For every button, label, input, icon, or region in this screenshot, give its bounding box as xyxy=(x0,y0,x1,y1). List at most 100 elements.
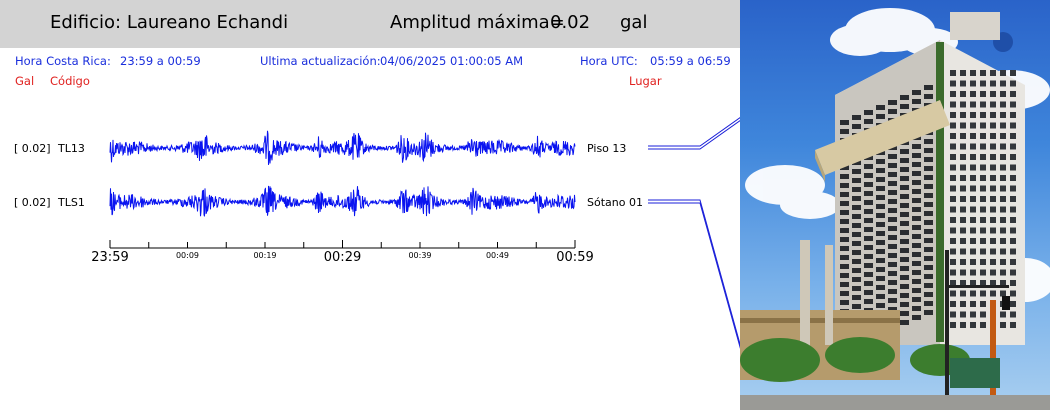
window-pane xyxy=(1000,122,1006,129)
window-pane xyxy=(864,227,873,232)
window-pane xyxy=(970,154,976,160)
window-pane xyxy=(876,285,885,290)
window-pane xyxy=(852,304,861,309)
window-pane xyxy=(900,149,909,154)
window-pane xyxy=(912,198,921,203)
axis-minor-label: 00:09 xyxy=(176,251,199,260)
window-pane xyxy=(912,306,921,311)
window-pane xyxy=(1010,301,1016,307)
window-pane xyxy=(980,122,986,129)
window-pane xyxy=(980,322,986,328)
window-pane xyxy=(980,196,986,202)
window-pane xyxy=(1010,133,1016,139)
window-pane xyxy=(924,229,933,234)
window-pane xyxy=(900,95,909,100)
window-pane xyxy=(924,211,933,216)
window-pane xyxy=(864,200,873,205)
window-pane xyxy=(970,301,976,307)
building-title: Edificio: Laureano Echandi xyxy=(50,12,289,33)
column-gal-header: Gal xyxy=(15,74,35,88)
window-pane xyxy=(970,290,976,297)
window-pane xyxy=(924,283,933,288)
update-label: Ultima actualización: xyxy=(260,54,381,68)
window-pane xyxy=(1000,269,1006,276)
window-pane xyxy=(950,70,956,76)
utc-label: Hora UTC: xyxy=(580,54,638,68)
window-pane xyxy=(980,185,986,192)
window-pane xyxy=(950,185,956,192)
window-pane xyxy=(852,115,861,120)
window-pane xyxy=(1000,206,1006,213)
axis-minor-label: 00:49 xyxy=(486,251,509,260)
window-pane xyxy=(990,238,996,244)
window-pane xyxy=(980,112,986,118)
window-pane xyxy=(990,196,996,202)
window-pane xyxy=(970,248,976,255)
window-pane xyxy=(888,262,897,267)
utc-value: 05:59 a 06:59 xyxy=(650,54,731,68)
window-pane xyxy=(876,213,885,218)
window-pane xyxy=(876,249,885,254)
window-pane xyxy=(912,207,921,212)
seismic-trace-2 xyxy=(109,185,576,217)
window-pane xyxy=(912,153,921,158)
window-pane xyxy=(864,299,873,304)
window-pane xyxy=(900,293,909,298)
window-pane xyxy=(980,227,986,234)
window-pane xyxy=(960,238,966,244)
window-pane xyxy=(924,193,933,198)
window-pane xyxy=(852,178,861,183)
trace-2-gal: [ 0.02] xyxy=(14,196,51,209)
window-pane xyxy=(876,294,885,299)
window-pane xyxy=(950,269,956,276)
window-pane xyxy=(888,298,897,303)
window-pane xyxy=(852,250,861,255)
window-pane xyxy=(912,225,921,230)
window-pane xyxy=(980,154,986,160)
trace-1-code: TL13 xyxy=(58,142,85,155)
window-pane xyxy=(990,269,996,276)
window-pane xyxy=(876,276,885,281)
window-pane xyxy=(864,173,873,178)
window-pane xyxy=(924,202,933,207)
window-pane xyxy=(852,214,861,219)
window-pane xyxy=(960,101,966,108)
window-pane xyxy=(864,290,873,295)
window-pane xyxy=(852,295,861,300)
window-pane xyxy=(840,165,849,170)
window-pane xyxy=(864,263,873,268)
window-pane xyxy=(1010,311,1016,318)
window-pane xyxy=(876,168,885,173)
window-pane xyxy=(1000,322,1006,328)
window-pane xyxy=(960,196,966,202)
window-pane xyxy=(912,180,921,185)
window-pane xyxy=(1000,164,1006,171)
window-pane xyxy=(900,104,909,109)
window-pane xyxy=(912,297,921,302)
amplitude-unit: gal xyxy=(620,12,648,33)
window-pane xyxy=(852,277,861,282)
window-pane xyxy=(960,269,966,276)
window-pane xyxy=(970,185,976,192)
window-pane xyxy=(840,246,849,251)
window-pane xyxy=(888,280,897,285)
window-pane xyxy=(924,157,933,162)
window-pane xyxy=(1010,227,1016,234)
window-pane xyxy=(924,265,933,270)
window-pane xyxy=(912,270,921,275)
window-pane xyxy=(950,238,956,244)
window-pane xyxy=(960,311,966,318)
window-pane xyxy=(852,286,861,291)
window-pane xyxy=(852,169,861,174)
window-pane xyxy=(864,281,873,286)
window-pane xyxy=(852,124,861,129)
window-pane xyxy=(852,196,861,201)
window-pane xyxy=(970,80,976,87)
window-pane xyxy=(912,189,921,194)
window-pane xyxy=(876,159,885,164)
window-pane xyxy=(950,122,956,129)
window-pane xyxy=(840,291,849,296)
header-bar: Edificio: Laureano Echandi Amplitud máxi… xyxy=(0,0,740,48)
window-pane xyxy=(970,227,976,234)
window-pane xyxy=(840,129,849,134)
